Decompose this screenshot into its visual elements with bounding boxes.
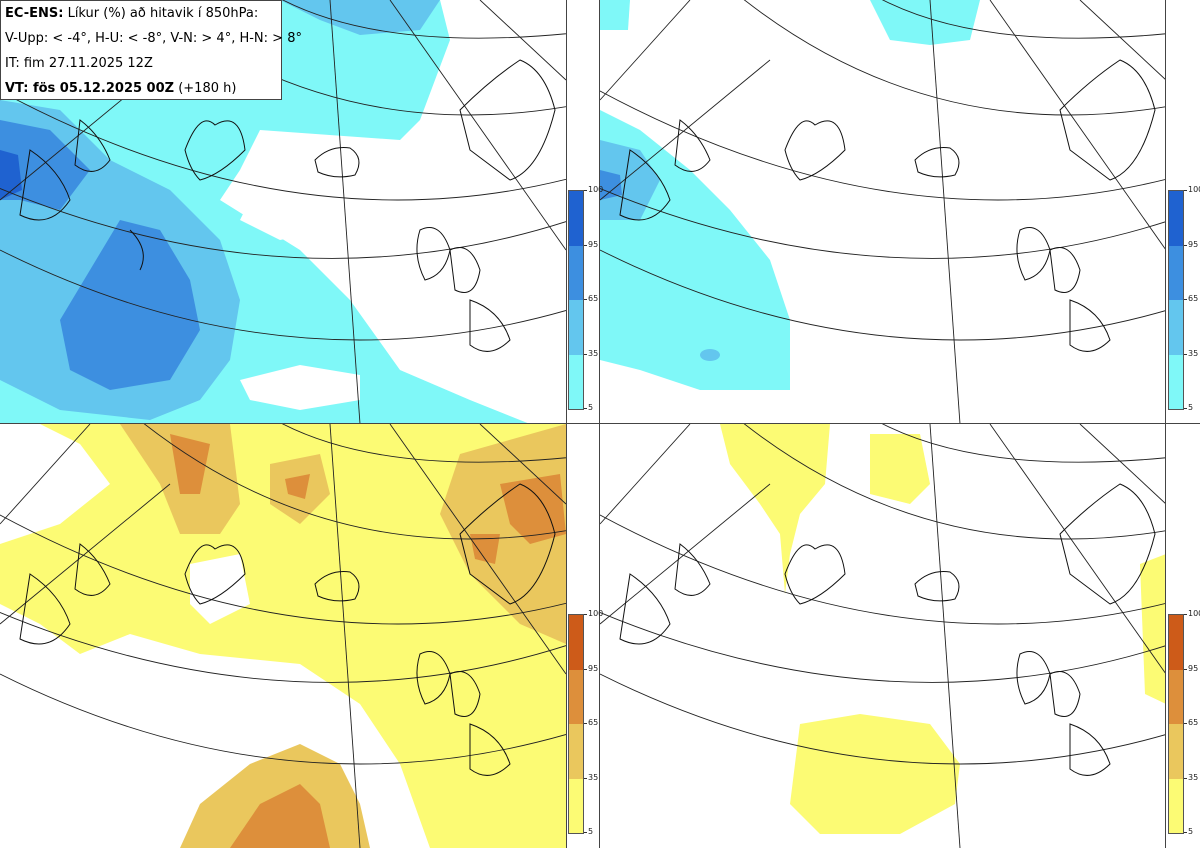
colorbar-warm-right xyxy=(1168,614,1184,834)
colorbar-tick-mark xyxy=(584,299,587,300)
colorbar-tick-label: 65 xyxy=(588,294,599,303)
colorbar-tick-label: 5 xyxy=(588,403,594,412)
model-name: EC-ENS: xyxy=(5,6,64,21)
divider-right xyxy=(599,0,600,848)
colorbar-tick-label: 5 xyxy=(1188,403,1194,412)
colorbar-segment xyxy=(569,191,583,246)
colorbar-segment xyxy=(1169,724,1183,779)
thresholds-line: V-Upp: < -4°, H-U: < -8°, V-N: > 4°, H-N… xyxy=(5,31,302,46)
map-warm-strong xyxy=(600,424,1166,848)
panel-warm-moderate xyxy=(0,424,566,848)
panel-cold-strong xyxy=(600,0,1166,424)
colorbar-tick-mark xyxy=(584,190,587,191)
valid-time: VT: fös 05.12.2025 00Z xyxy=(5,81,175,96)
colorbar-tick-mark xyxy=(1184,299,1187,300)
colorbar-tick-label: 100 xyxy=(588,609,604,618)
colorbar-segment xyxy=(1169,354,1183,409)
colorbar-tick-mark xyxy=(1184,408,1187,409)
colorbar-cold-left xyxy=(568,190,584,410)
divider-left xyxy=(566,0,567,848)
colorbar-tick-label: 35 xyxy=(1188,773,1199,782)
map-cold-strong xyxy=(600,0,1166,424)
colorbar-segment xyxy=(569,300,583,355)
colorbar-tick-mark xyxy=(1184,245,1187,246)
colorbar-tick-label: 65 xyxy=(1188,718,1199,727)
colorbar-segment xyxy=(569,778,583,833)
colorbar-tick-mark xyxy=(1184,778,1187,779)
colorbar-tick-mark xyxy=(584,832,587,833)
colorbar-tick-label: 5 xyxy=(1188,827,1194,836)
colorbar-tick-label: 100 xyxy=(1188,609,1200,618)
colorbar-segment xyxy=(569,245,583,300)
panel-cold-moderate: EC-ENS: Líkur (%) að hitavik í 850hPa: V… xyxy=(0,0,566,424)
colorbar-tick-mark xyxy=(584,245,587,246)
colorbar-segment xyxy=(569,669,583,724)
title-text: Líkur (%) að hitavik í 850hPa: xyxy=(67,6,259,21)
colorbar-tick-mark xyxy=(584,408,587,409)
divider-horizontal xyxy=(0,423,1200,424)
info-box: EC-ENS: Líkur (%) að hitavik í 850hPa: V… xyxy=(0,0,302,101)
colorbar-tick-mark xyxy=(1184,723,1187,724)
colorbar-tick-label: 35 xyxy=(588,773,599,782)
colorbar-tick-mark xyxy=(1184,832,1187,833)
colorbar-segment xyxy=(569,724,583,779)
lead-time: (+180 h) xyxy=(178,81,237,96)
colorbar-tick-label: 5 xyxy=(588,827,594,836)
colorbar-tick-mark xyxy=(1184,354,1187,355)
divider-far-right xyxy=(1165,0,1166,848)
colorbar-tick-label: 95 xyxy=(1188,240,1199,249)
colorbar-tick-mark xyxy=(1184,190,1187,191)
colorbar-tick-mark xyxy=(584,614,587,615)
colorbar-tick-label: 35 xyxy=(588,349,599,358)
colorbar-segment xyxy=(1169,669,1183,724)
initial-time: IT: fim 27.11.2025 12Z xyxy=(5,56,153,71)
colorbar-tick-label: 100 xyxy=(1188,185,1200,194)
colorbar-tick-mark xyxy=(584,723,587,724)
colorbar-tick-label: 65 xyxy=(588,718,599,727)
map-cold-moderate xyxy=(0,0,566,424)
colorbar-tick-mark xyxy=(584,669,587,670)
colorbar-segment xyxy=(1169,300,1183,355)
colorbar-tick-mark xyxy=(1184,614,1187,615)
colorbar-tick-mark xyxy=(584,354,587,355)
panel-warm-strong xyxy=(600,424,1166,848)
valid-time-line: VT: fös 05.12.2025 00Z (+180 h) xyxy=(5,76,281,101)
colorbar-tick-mark xyxy=(1184,669,1187,670)
colorbar-warm-left xyxy=(568,614,584,834)
colorbar-cold-right xyxy=(1168,190,1184,410)
colorbar-tick-label: 95 xyxy=(1188,664,1199,673)
colorbar-tick-label: 95 xyxy=(588,240,599,249)
colorbar-segment xyxy=(1169,191,1183,246)
colorbar-segment xyxy=(1169,778,1183,833)
colorbar-segment xyxy=(569,615,583,670)
colorbar-segment xyxy=(1169,245,1183,300)
title-line: EC-ENS: Líkur (%) að hitavik í 850hPa: xyxy=(5,1,281,26)
colorbar-tick-label: 95 xyxy=(588,664,599,673)
map-warm-moderate xyxy=(0,424,566,848)
colorbar-segment xyxy=(1169,615,1183,670)
colorbar-tick-label: 65 xyxy=(1188,294,1199,303)
colorbar-tick-label: 100 xyxy=(588,185,604,194)
colorbar-tick-label: 35 xyxy=(1188,349,1199,358)
colorbar-tick-mark xyxy=(584,778,587,779)
colorbar-segment xyxy=(569,354,583,409)
